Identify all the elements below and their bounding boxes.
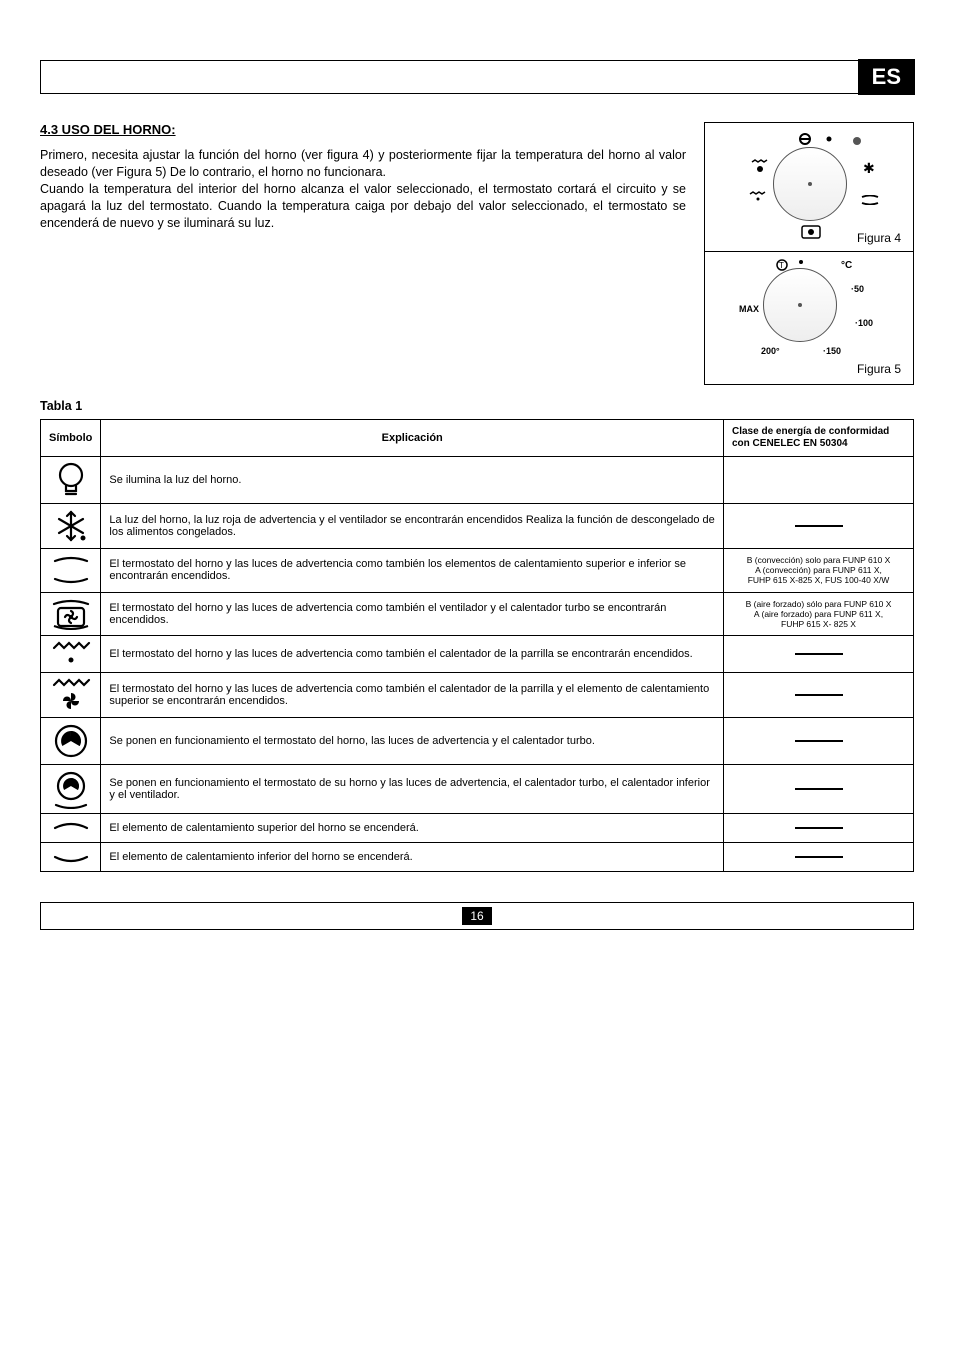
header-bar: ES — [40, 60, 914, 94]
table-row: Se ilumina la luz del horno. — [41, 457, 914, 504]
table-row: El elemento de calentamiento inferior de… — [41, 843, 914, 872]
header-class: Clase de energía de conformidad con CENE… — [724, 420, 914, 457]
symbol-cell — [41, 814, 101, 843]
explanation-cell: Se ilumina la luz del horno. — [101, 457, 724, 504]
class-cell — [724, 504, 914, 549]
class-cell — [724, 718, 914, 765]
explanation-cell: Se ponen en funcionamiento el termostato… — [101, 718, 724, 765]
text-column: 4.3 USO DEL HORNO: Primero, necesita aju… — [40, 122, 686, 231]
table-row: La luz del horno, la luz roja de adverte… — [41, 504, 914, 549]
temperature-dial-row: T °C ·50 ·100 ·150 200° MAX Figura 5 — [713, 260, 905, 370]
explanation-cell: La luz del horno, la luz roja de adverte… — [101, 504, 724, 549]
footer-bar: 16 — [40, 902, 914, 930]
symbol-cell — [41, 592, 101, 636]
dial-dot — [799, 260, 803, 264]
figure5-caption: Figura 5 — [857, 362, 901, 376]
temperature-dial — [763, 268, 837, 342]
temp-max: MAX — [739, 304, 759, 314]
class-cell: B (aire forzado) sólo para FUNP 610 X A … — [724, 592, 914, 636]
function-dial — [773, 147, 847, 221]
class-cell — [724, 636, 914, 673]
symbol-cell — [41, 549, 101, 593]
table-row: Se ponen en funcionamiento el termostato… — [41, 718, 914, 765]
explanation-cell: El termostato del horno y las luces de a… — [101, 673, 724, 718]
table-header-row: Símbolo Explicación Clase de energía de … — [41, 420, 914, 457]
explanation-cell: El elemento de calentamiento inferior de… — [101, 843, 724, 872]
header-explanation: Explicación — [101, 420, 724, 457]
section-title: 4.3 USO DEL HORNO: — [40, 122, 686, 137]
dial-panel: ✱ Figura 4 T °C ·50 ·100 ·150 200° MAX F… — [704, 122, 914, 385]
temp-200: 200° — [761, 346, 780, 356]
explanation-cell: Se ponen en funcionamiento el termostato… — [101, 765, 724, 814]
table-row: Se ponen en funcionamiento el termostato… — [41, 765, 914, 814]
dial-icon-fan — [801, 225, 821, 239]
dial-icon-grill — [749, 191, 767, 201]
class-cell — [724, 673, 914, 718]
class-text: B (aire forzado) sólo para FUNP 610 X A … — [732, 599, 905, 630]
class-cell — [724, 457, 914, 504]
function-dial-row: ✱ Figura 4 — [713, 133, 905, 243]
dial-icon-stop — [797, 131, 813, 147]
dash-icon — [795, 740, 843, 742]
language-badge: ES — [858, 59, 915, 95]
table-row: El termostato del horno y las luces de a… — [41, 636, 914, 673]
temp-50: ·50 — [851, 284, 864, 294]
content-row: 4.3 USO DEL HORNO: Primero, necesita aju… — [40, 122, 914, 385]
explanation-cell: El elemento de calentamiento superior de… — [101, 814, 724, 843]
dial-icon-lamp — [851, 135, 863, 147]
symbol-cell — [41, 457, 101, 504]
svg-text:T: T — [779, 261, 784, 270]
dash-icon — [795, 827, 843, 829]
dash-icon — [795, 694, 843, 696]
symbol-cell — [41, 718, 101, 765]
explanation-cell: El termostato del horno y las luces de a… — [101, 592, 724, 636]
temp-150: ·150 — [823, 346, 841, 356]
class-text: B (convección) solo para FUNP 610 X A (c… — [732, 555, 905, 586]
dash-icon — [795, 525, 843, 527]
thermostat-icon: T — [775, 258, 789, 272]
table-row: El termostato del horno y las luces de a… — [41, 673, 914, 718]
dial-icon-grillfan — [751, 159, 769, 173]
symbol-cell — [41, 504, 101, 549]
explanation-cell: El termostato del horno y las luces de a… — [101, 549, 724, 593]
table-row: El termostato del horno y las luces de a… — [41, 549, 914, 593]
dial-icon-dot — [825, 135, 833, 143]
symbols-table: Símbolo Explicación Clase de energía de … — [40, 419, 914, 872]
header-spacer — [41, 61, 860, 93]
dial-icon-topbottom — [861, 195, 879, 205]
table-row: El termostato del horno y las luces de a… — [41, 592, 914, 636]
symbol-cell — [41, 636, 101, 673]
main-paragraph: Primero, necesita ajustar la función del… — [40, 147, 686, 231]
class-cell — [724, 843, 914, 872]
symbol-cell — [41, 765, 101, 814]
symbol-cell — [41, 673, 101, 718]
temp-100: ·100 — [855, 318, 873, 328]
class-cell — [724, 814, 914, 843]
class-cell — [724, 765, 914, 814]
header-symbol: Símbolo — [41, 420, 101, 457]
dash-icon — [795, 653, 843, 655]
table-row: El elemento de calentamiento superior de… — [41, 814, 914, 843]
class-cell: B (convección) solo para FUNP 610 X A (c… — [724, 549, 914, 593]
tabla-label: Tabla 1 — [40, 399, 914, 413]
temp-unit: °C — [841, 260, 852, 271]
symbol-cell — [41, 843, 101, 872]
dash-icon — [795, 788, 843, 790]
page-number: 16 — [462, 907, 491, 925]
explanation-cell: El termostato del horno y las luces de a… — [101, 636, 724, 673]
figure4-caption: Figura 4 — [857, 231, 901, 245]
dial-icon-snow: ✱ — [863, 161, 877, 175]
dash-icon — [795, 856, 843, 858]
svg-text:✱: ✱ — [863, 161, 875, 175]
